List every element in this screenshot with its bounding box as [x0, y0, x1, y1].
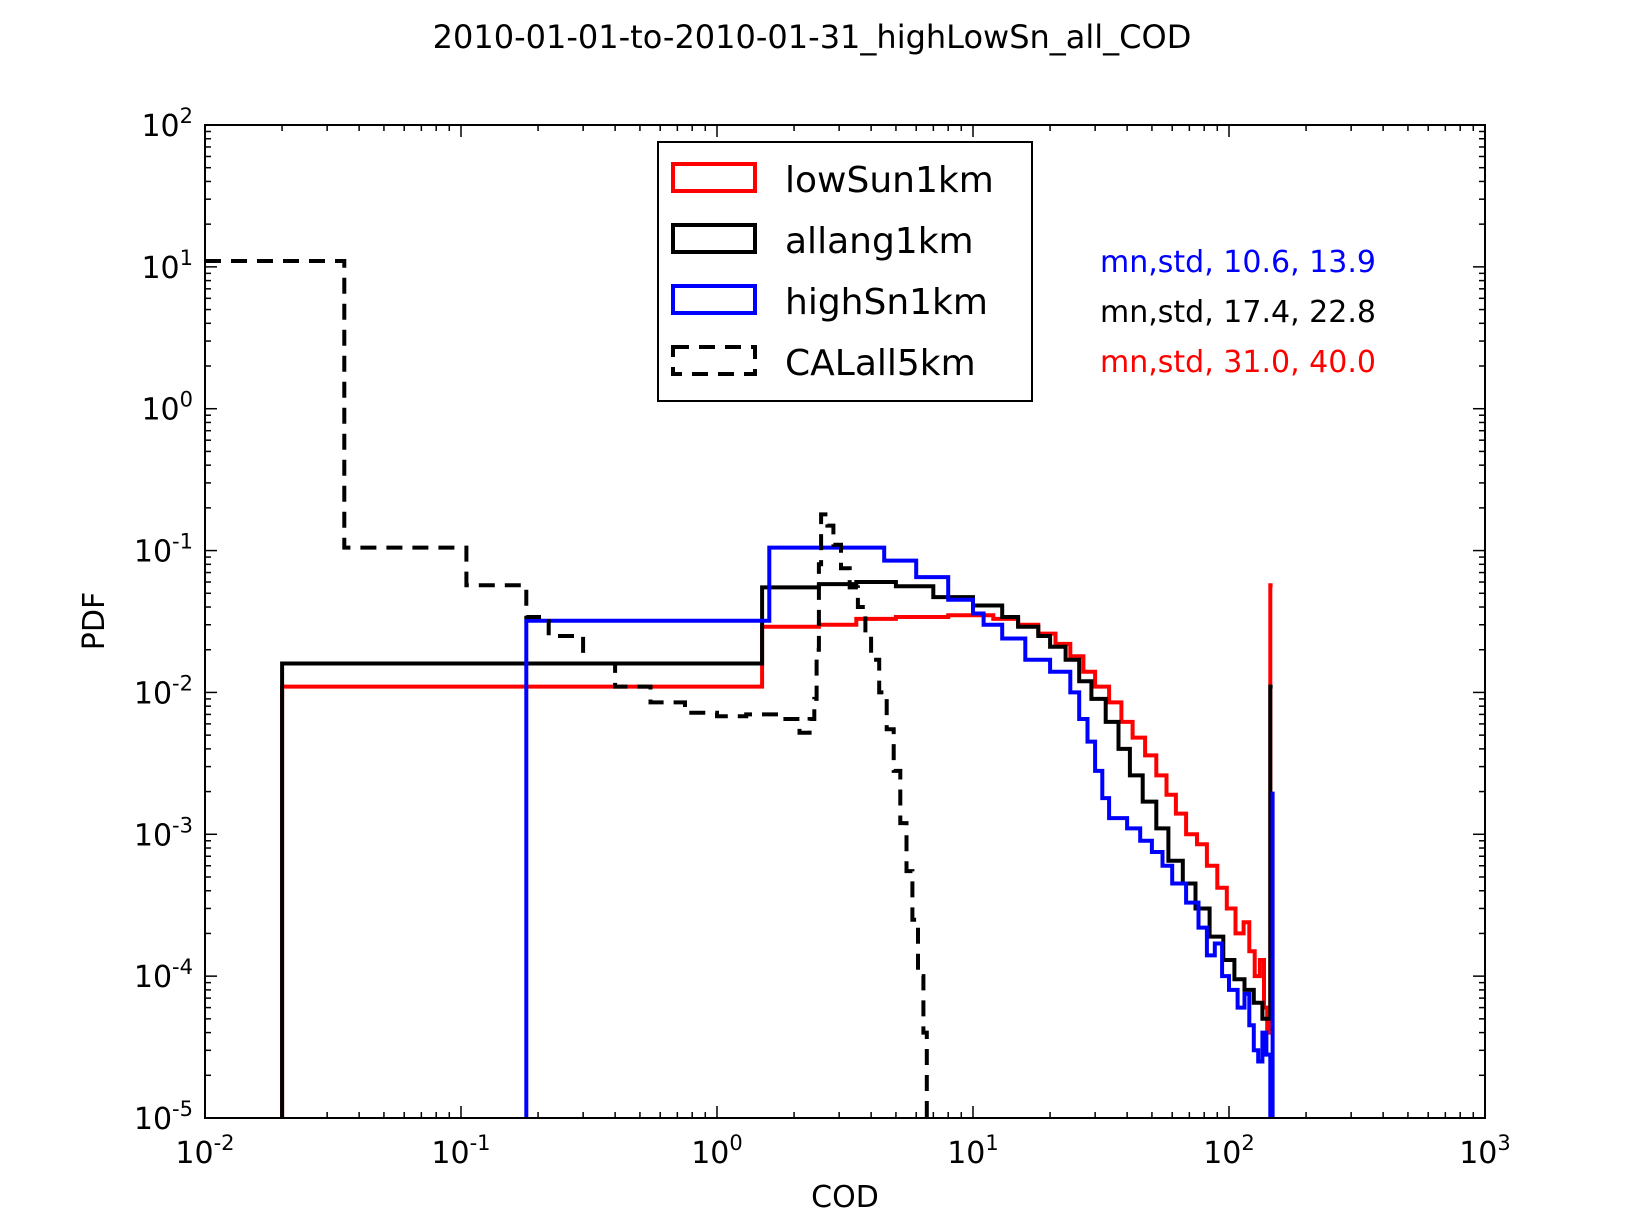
tick-base: 10 — [141, 251, 179, 286]
legend-swatch-lowsun1km — [671, 162, 757, 193]
y-tick-label: 10-5 — [134, 1097, 193, 1137]
stats-annotation-lowsun: mn,std, 31.0, 40.0 — [1100, 345, 1376, 380]
tick-base: 10 — [691, 1136, 729, 1171]
legend-box — [657, 141, 1033, 402]
legend-label-highsn1km: highSn1km — [785, 282, 988, 323]
stats-annotation-allang: mn,std, 17.4, 22.8 — [1100, 295, 1376, 330]
x-tick-label: 103 — [1459, 1131, 1511, 1171]
tick-base: 10 — [141, 109, 179, 144]
y-tick-label: 101 — [141, 246, 193, 286]
tick-base: 10 — [431, 1136, 469, 1171]
legend-label-calall5km: CALall5km — [785, 343, 976, 384]
legend: lowSun1km allang1km highSn1km CALall5km — [657, 141, 1033, 402]
tick-exponent: -2 — [214, 1131, 235, 1155]
tick-exponent: 2 — [180, 104, 193, 128]
tick-base: 10 — [1203, 1136, 1241, 1171]
x-tick-label: 100 — [691, 1131, 743, 1171]
y-tick-label: 100 — [141, 388, 193, 428]
legend-label-allang1km: allang1km — [785, 221, 974, 262]
plot-frame — [204, 124, 1486, 1119]
series-highsn1km — [524, 545, 1275, 1118]
stats-annotation-highsun: mn,std, 10.6, 13.9 — [1100, 245, 1376, 280]
series-calall5km — [205, 259, 929, 1118]
y-tick-label: 10-3 — [134, 813, 193, 853]
tick-exponent: -2 — [172, 671, 193, 695]
tick-exponent: 0 — [180, 388, 193, 412]
y-axis-label: PDF — [77, 592, 112, 650]
y-tick-label: 10-2 — [134, 671, 193, 711]
tick-exponent: -3 — [172, 813, 193, 837]
tick-base: 10 — [1459, 1136, 1497, 1171]
legend-swatch-allang1km — [671, 223, 757, 254]
tick-base: 10 — [134, 960, 172, 995]
tick-base: 10 — [134, 1102, 172, 1137]
tick-base: 10 — [947, 1136, 985, 1171]
y-tick-label: 10-4 — [134, 955, 193, 995]
tick-exponent: -5 — [172, 1097, 193, 1121]
x-tick-label: 10-2 — [175, 1131, 234, 1171]
x-tick-label: 101 — [947, 1131, 999, 1171]
legend-swatch-calall5km — [671, 345, 757, 376]
tick-base: 10 — [175, 1136, 213, 1171]
x-tick-label: 10-1 — [431, 1131, 490, 1171]
tick-exponent: 1 — [180, 246, 193, 270]
x-tick-labels: 10-2 10-1 100 101 102 103 — [175, 1131, 1510, 1171]
tick-exponent: 2 — [1241, 1131, 1254, 1155]
tick-base: 10 — [141, 393, 179, 428]
tick-exponent: -4 — [172, 955, 193, 979]
series-lowsun1km — [280, 583, 1273, 1118]
tick-base: 10 — [134, 676, 172, 711]
tick-exponent: 1 — [985, 1131, 998, 1155]
legend-label-lowsun1km: lowSun1km — [785, 160, 994, 201]
series-layer — [205, 259, 1275, 1118]
tick-base: 10 — [134, 535, 172, 570]
x-axis-label: COD — [811, 1180, 879, 1215]
tick-exponent: 0 — [729, 1131, 742, 1155]
tick-exponent: -1 — [470, 1131, 491, 1155]
tick-exponent: 3 — [1497, 1131, 1510, 1155]
series-allang1km — [280, 580, 1273, 1118]
y-tick-label: 10-1 — [134, 530, 193, 570]
y-tick-label: 102 — [141, 104, 193, 144]
chart-title: 2010-01-01-to-2010-01-31_highLowSn_all_C… — [433, 18, 1192, 56]
tick-exponent: -1 — [172, 530, 193, 554]
legend-swatch-highsn1km — [671, 284, 757, 315]
tick-base: 10 — [134, 818, 172, 853]
x-tick-label: 102 — [1203, 1131, 1255, 1171]
